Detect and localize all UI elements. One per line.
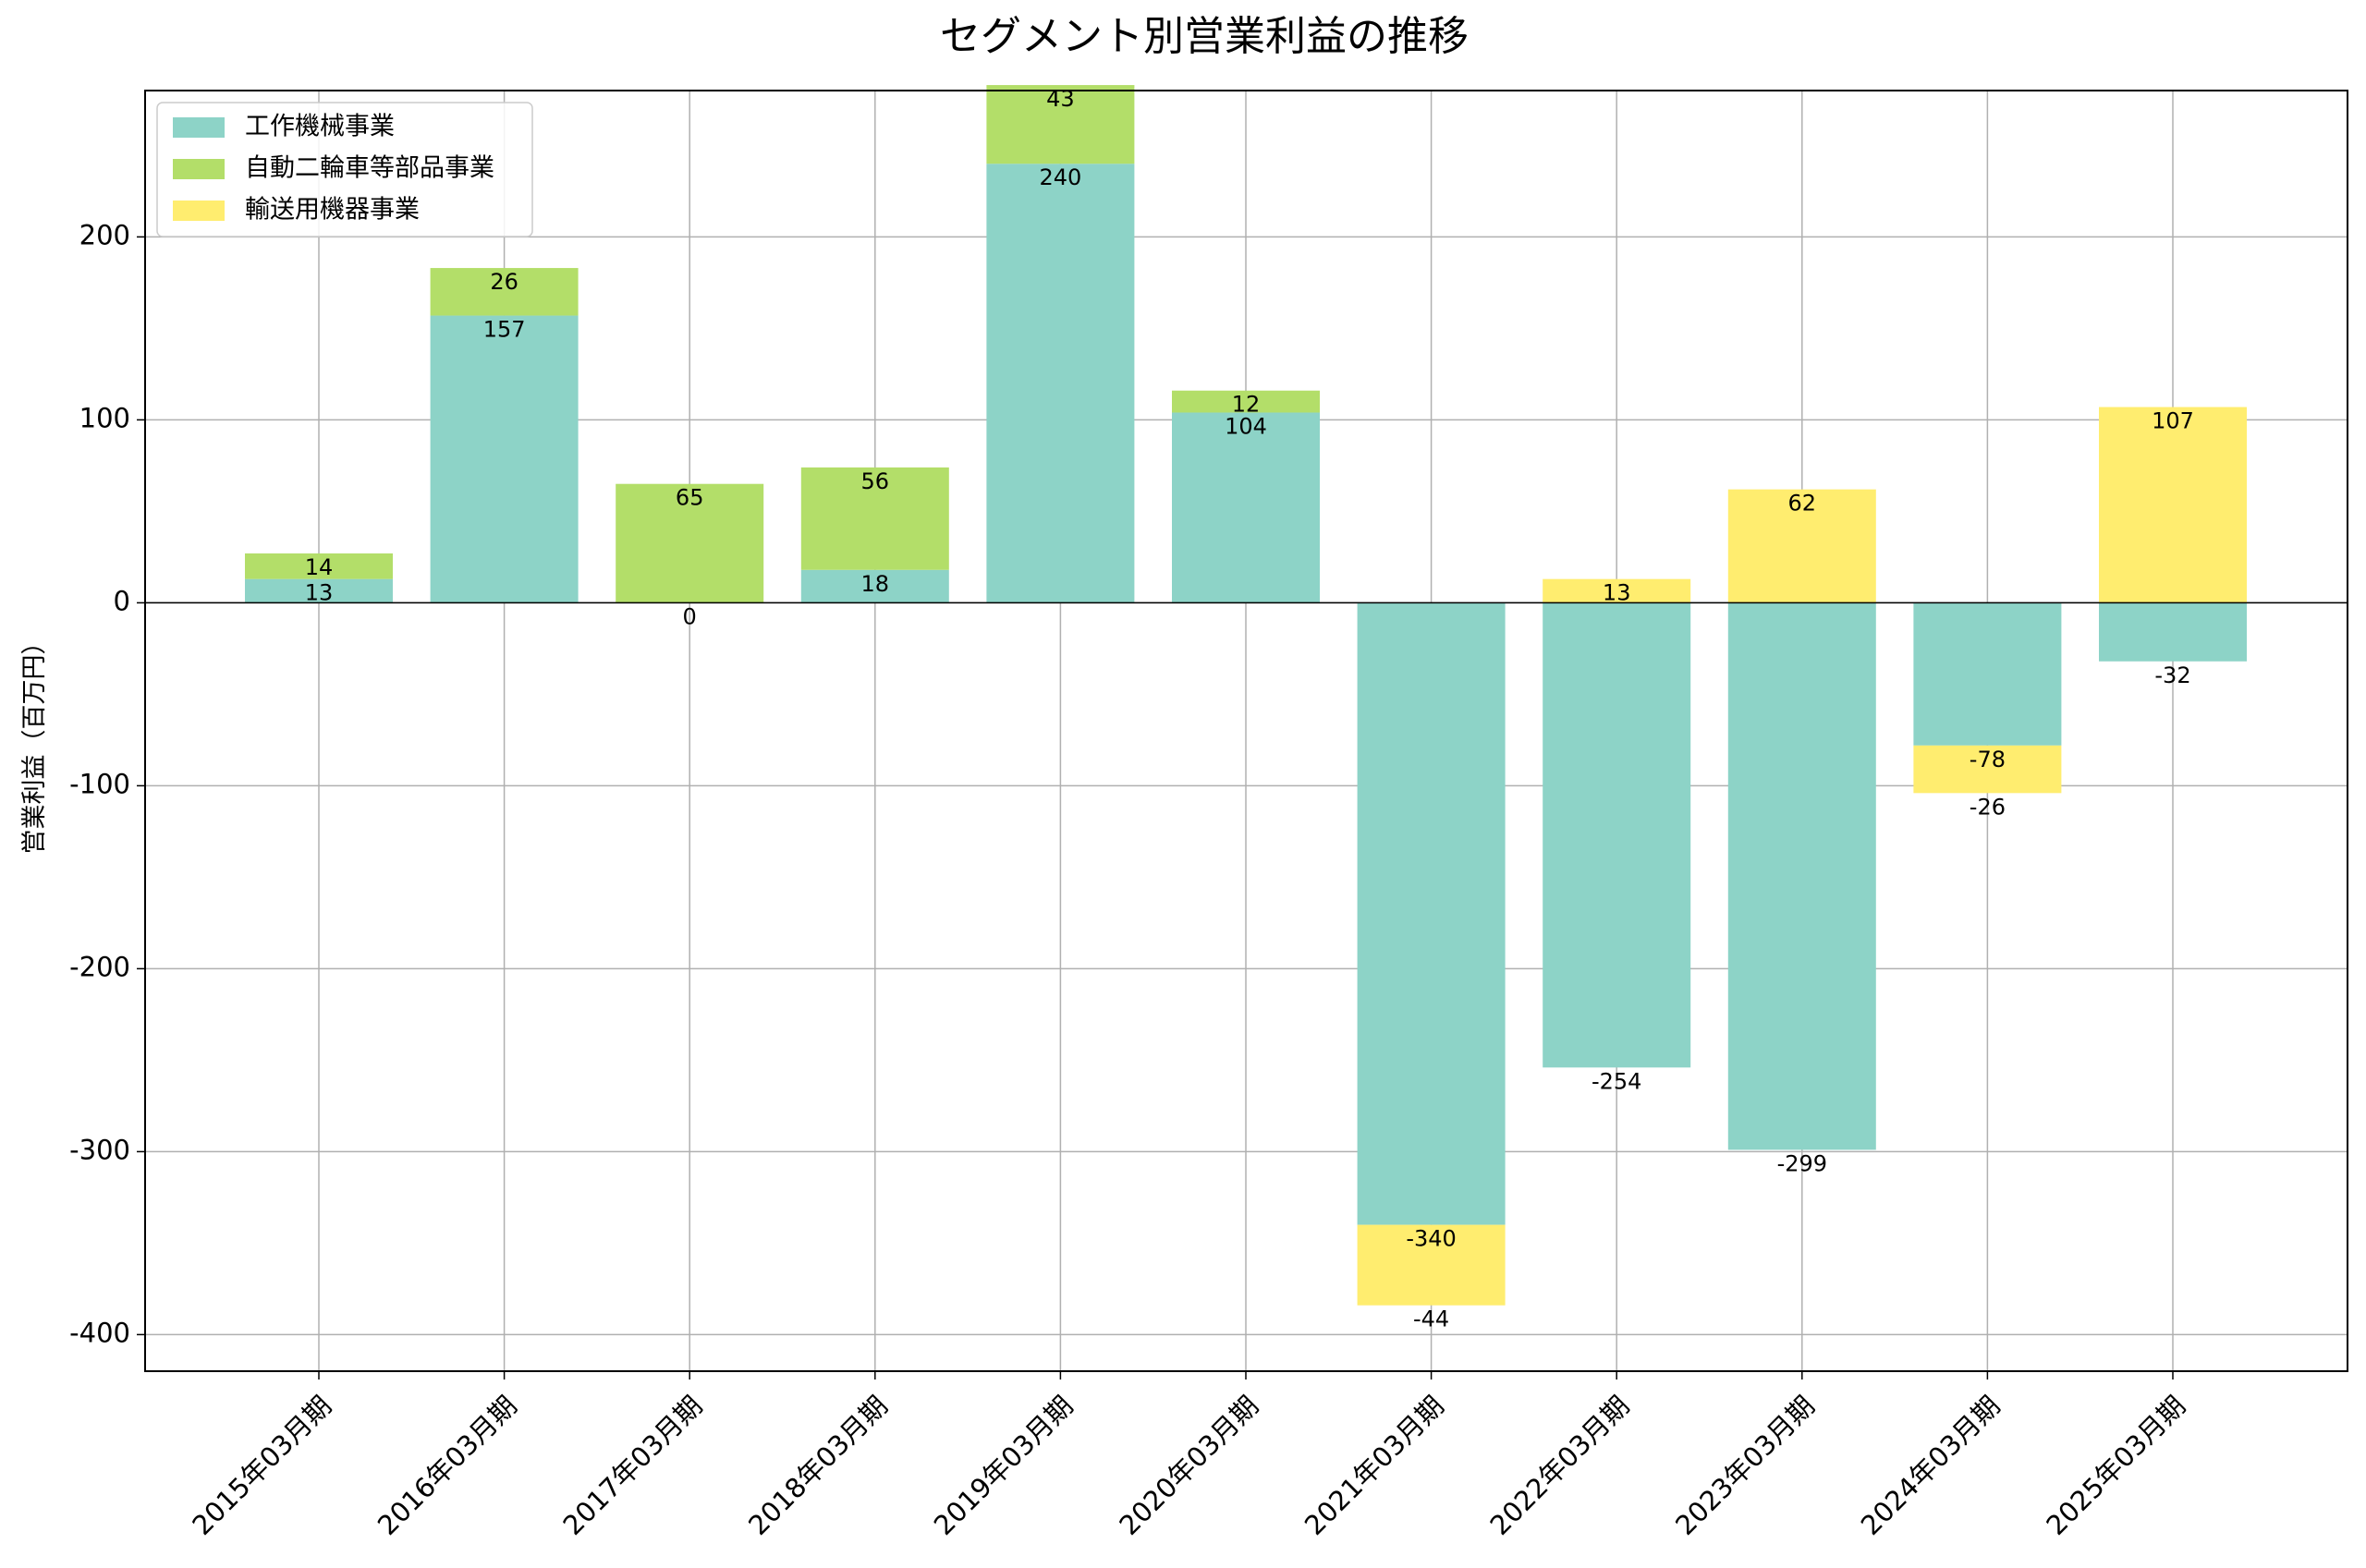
bar-segment bbox=[800, 569, 949, 603]
x-tick-label: 2021年03月期 bbox=[1299, 1390, 1450, 1541]
data-label: 107 bbox=[2152, 408, 2194, 434]
data-label: 104 bbox=[1225, 413, 1267, 439]
legend-swatch bbox=[173, 117, 225, 138]
bar-segment bbox=[1543, 602, 1691, 1068]
x-tick-label: 2017年03月期 bbox=[557, 1390, 709, 1541]
y-tick-label: 0 bbox=[114, 585, 130, 616]
data-label: 62 bbox=[1788, 491, 1817, 517]
bar-segment bbox=[616, 483, 764, 603]
x-tick-label: 2022年03月期 bbox=[1484, 1390, 1636, 1541]
data-label: 26 bbox=[490, 269, 518, 295]
legend-swatch bbox=[173, 159, 225, 179]
x-tick-label: 2025年03月期 bbox=[2040, 1390, 2191, 1541]
y-tick-label: -400 bbox=[69, 1317, 130, 1348]
y-tick-label: -100 bbox=[69, 768, 130, 799]
data-label: -340 bbox=[1406, 1226, 1456, 1252]
data-label: 65 bbox=[676, 485, 704, 511]
legend-box bbox=[156, 102, 533, 237]
x-tick-label: 2024年03月期 bbox=[1855, 1390, 2006, 1541]
y-tick-label: 100 bbox=[79, 402, 130, 433]
bar-segment bbox=[430, 315, 579, 603]
bar-segment bbox=[986, 85, 1135, 164]
bar-segment bbox=[1357, 1224, 1506, 1306]
data-label: 240 bbox=[1039, 164, 1081, 190]
bar-segment bbox=[1913, 602, 2062, 746]
bar-segment bbox=[245, 578, 393, 603]
data-label: -299 bbox=[1777, 1150, 1827, 1176]
data-label: -26 bbox=[1970, 794, 2006, 820]
bar-segment bbox=[1172, 390, 1320, 413]
y-tick-label: -200 bbox=[69, 951, 130, 982]
x-tick-label: 2023年03月期 bbox=[1669, 1390, 1821, 1541]
data-label: 13 bbox=[305, 580, 334, 606]
data-label: -44 bbox=[1413, 1307, 1449, 1332]
bar-segment bbox=[430, 268, 579, 316]
data-label: 13 bbox=[1603, 580, 1631, 606]
legend-label: 工作機械事業 bbox=[245, 113, 395, 141]
bar-segment bbox=[1913, 745, 2062, 794]
y-axis-ticks: -400 -300 -200 -100 0 100 200 bbox=[69, 219, 145, 1348]
chart-title: セグメント別営業利益の推移 bbox=[940, 13, 1469, 60]
bar-segment bbox=[2099, 602, 2247, 662]
data-label: 56 bbox=[861, 468, 890, 494]
data-label: 18 bbox=[861, 571, 890, 597]
data-label: 14 bbox=[305, 554, 334, 580]
legend-label: 輸送用機器事業 bbox=[245, 196, 420, 225]
legend-swatch bbox=[173, 201, 225, 221]
x-tick-label: 2016年03月期 bbox=[372, 1390, 523, 1541]
bar-segment bbox=[245, 553, 393, 579]
bar-segment bbox=[2099, 407, 2247, 603]
x-tick-label: 2015年03月期 bbox=[186, 1390, 337, 1541]
data-label: -254 bbox=[1592, 1068, 1641, 1094]
bar-segment bbox=[986, 164, 1135, 603]
bar-segment bbox=[1543, 578, 1691, 603]
bar-segment bbox=[1357, 602, 1506, 1225]
data-label: -32 bbox=[2154, 662, 2190, 688]
bar-segment bbox=[1172, 412, 1320, 603]
bar-segment bbox=[1727, 602, 1876, 1150]
data-label: 0 bbox=[683, 603, 697, 629]
x-tick-label: 2019年03月期 bbox=[928, 1390, 1079, 1541]
bar-segment bbox=[1727, 489, 1876, 603]
data-labels: 13141572606518562404310412-340-44-25413-… bbox=[305, 86, 2194, 1332]
data-label: 157 bbox=[483, 317, 526, 343]
y-tick-label: -300 bbox=[69, 1134, 130, 1165]
y-axis-label: 営業利益（百万円） bbox=[20, 630, 49, 855]
bars bbox=[245, 85, 2247, 1306]
bar-segment bbox=[800, 467, 949, 570]
x-tick-label: 2020年03月期 bbox=[1113, 1390, 1264, 1541]
data-label: 12 bbox=[1232, 392, 1261, 418]
x-tick-label: 2018年03月期 bbox=[742, 1390, 894, 1541]
y-tick-label: 200 bbox=[79, 219, 130, 250]
legend-label: 自動二輪車等部品事業 bbox=[245, 154, 494, 183]
data-label: -78 bbox=[1970, 747, 2006, 772]
x-axis-ticks: 2015年03月期 2016年03月期 2017年03月期 2018年03月期 2019… bbox=[186, 1371, 2191, 1541]
